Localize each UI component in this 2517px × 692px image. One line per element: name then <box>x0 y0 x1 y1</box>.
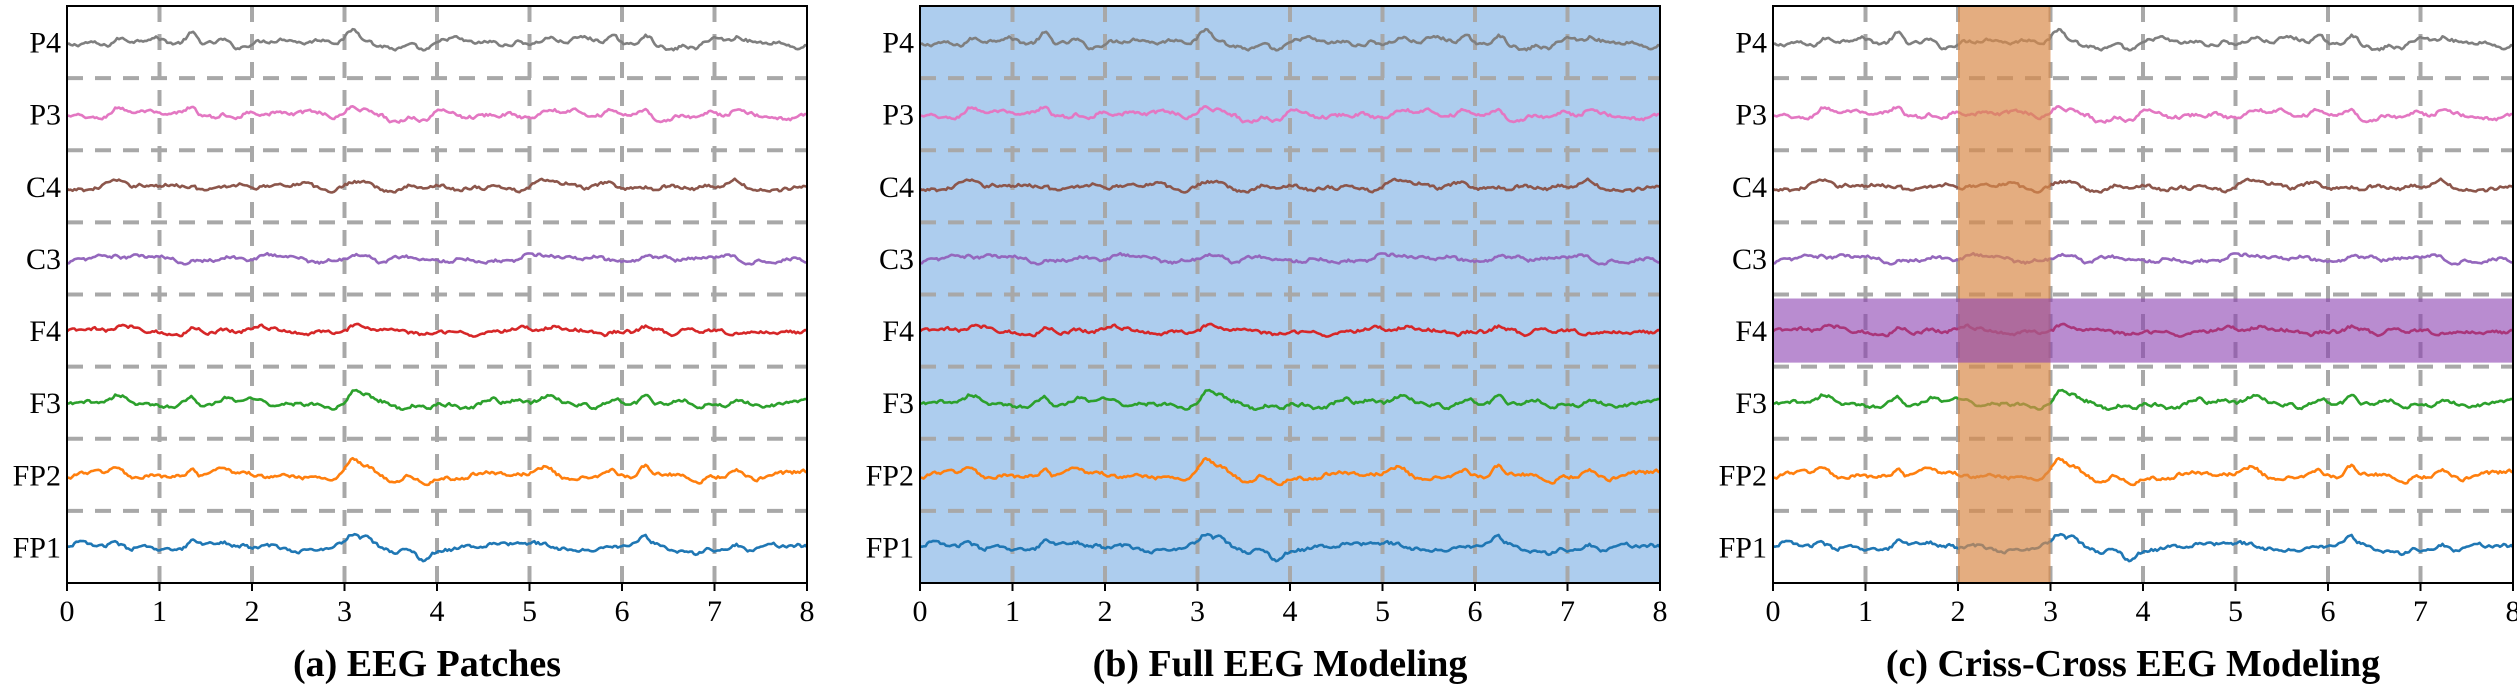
channel-label-f3: F3 <box>29 387 61 420</box>
series-line-f3 <box>66 388 808 411</box>
series-line-f4 <box>66 322 808 338</box>
x-tick-label: 5 <box>1375 595 1390 628</box>
series-line-p4 <box>66 27 808 52</box>
channel-label-fp2: FP2 <box>1719 459 1767 492</box>
channel-label-c3: C3 <box>879 243 914 276</box>
x-tick-label: 0 <box>1766 595 1781 628</box>
channel-highlight <box>1773 298 2513 363</box>
x-tick-label: 2 <box>245 595 260 628</box>
channel-label-fp2: FP2 <box>13 459 61 492</box>
series-line-p3 <box>1772 105 2514 124</box>
x-tick-label: 1 <box>152 595 167 628</box>
x-tick-label: 1 <box>1005 595 1020 628</box>
x-tick-label: 4 <box>2136 595 2151 628</box>
series-line-fp2 <box>919 456 1661 487</box>
series-line-p4 <box>919 27 1661 52</box>
series-line-c3 <box>66 251 808 266</box>
panels-group: P4 P3 C4 C3 F4 F3 FP2 FP1 0 1 2 3 4 5 6 7 8 (a) EEG Patch… <box>13 5 2517 685</box>
x-tick-label: 6 <box>2321 595 2336 628</box>
panel-caption: (b) Full EEG Modeling <box>1093 643 1468 685</box>
channel-label-f3: F3 <box>1735 387 1767 420</box>
x-tick-label: 8 <box>800 595 815 628</box>
panel-caption: (a) EEG Patches <box>293 643 561 685</box>
channel-label-p4: P4 <box>1735 27 1767 60</box>
x-tick-label: 0 <box>913 595 928 628</box>
x-tick-label: 4 <box>430 595 445 628</box>
x-tick-label: 7 <box>1560 595 1575 628</box>
x-tick-label: 3 <box>1190 595 1205 628</box>
x-tick-label: 0 <box>60 595 75 628</box>
series-line-fp2 <box>1772 456 2514 487</box>
series-line-c3 <box>1772 251 2514 266</box>
x-tick-label: 1 <box>1858 595 1873 628</box>
x-tick-label: 7 <box>2413 595 2428 628</box>
channel-label-p4: P4 <box>29 27 61 60</box>
channel-label-p4: P4 <box>882 27 914 60</box>
patch-grid <box>1773 6 2513 583</box>
series-line-p3 <box>66 105 808 124</box>
x-tick-label: 2 <box>1951 595 1966 628</box>
x-tick-label: 3 <box>337 595 352 628</box>
panel-3: P4 P3 C4 C3 F4 F3 FP2 FP1 0 1 2 3 4 5 6 7 8 (c) Criss-Cro… <box>1719 5 2517 685</box>
series-line-fp1 <box>1772 532 2514 563</box>
x-tick-label: 5 <box>2228 595 2243 628</box>
channel-label-f4: F4 <box>29 315 61 348</box>
series-line-c4 <box>1772 177 2514 194</box>
series-line-c4 <box>66 177 808 194</box>
series-line-fp1 <box>919 532 1661 563</box>
patch-grid <box>67 6 807 583</box>
channel-label-fp1: FP1 <box>13 531 61 564</box>
channel-label-c3: C3 <box>26 243 61 276</box>
channel-label-p3: P3 <box>882 99 914 132</box>
x-tick-label: 5 <box>522 595 537 628</box>
panel-caption: (c) Criss-Cross EEG Modeling <box>1886 643 2380 685</box>
channel-label-fp2: FP2 <box>866 459 914 492</box>
x-tick-label: 8 <box>2506 595 2517 628</box>
channel-label-c4: C4 <box>879 171 914 204</box>
x-tick-label: 8 <box>1653 595 1668 628</box>
x-tick-label: 6 <box>615 595 630 628</box>
panel-1: P4 P3 C4 C3 F4 F3 FP2 FP1 0 1 2 3 4 5 6 7 8 (a) EEG Patch… <box>13 5 815 685</box>
channel-label-c4: C4 <box>26 171 61 204</box>
channel-label-f4: F4 <box>1735 315 1767 348</box>
channel-label-fp1: FP1 <box>866 531 914 564</box>
panel-2: P4 P3 C4 C3 F4 F3 FP2 FP1 0 1 2 3 4 5 6 7 8 (b) Full EEG … <box>866 5 1668 685</box>
channel-label-c3: C3 <box>1732 243 1767 276</box>
channel-label-p3: P3 <box>29 99 61 132</box>
series-line-fp1 <box>66 532 808 563</box>
x-tick-label: 4 <box>1283 595 1298 628</box>
channel-label-c4: C4 <box>1732 171 1767 204</box>
channel-label-f3: F3 <box>882 387 914 420</box>
channel-label-p3: P3 <box>1735 99 1767 132</box>
series-line-p4 <box>1772 27 2514 52</box>
time-patch-highlight <box>1958 6 2051 583</box>
series-line-fp2 <box>66 456 808 487</box>
series-line-p3 <box>919 105 1661 124</box>
x-tick-label: 7 <box>707 595 722 628</box>
channel-label-f4: F4 <box>882 315 914 348</box>
patch-grid <box>920 6 1660 583</box>
series-line-f3 <box>919 388 1661 411</box>
series-line-c4 <box>919 177 1661 194</box>
x-tick-label: 2 <box>1098 595 1113 628</box>
x-tick-label: 3 <box>2043 595 2058 628</box>
series-line-f3 <box>1772 388 2514 411</box>
channel-label-fp1: FP1 <box>1719 531 1767 564</box>
series-line-c3 <box>919 251 1661 266</box>
series-line-f4 <box>919 322 1661 338</box>
x-tick-label: 6 <box>1468 595 1483 628</box>
